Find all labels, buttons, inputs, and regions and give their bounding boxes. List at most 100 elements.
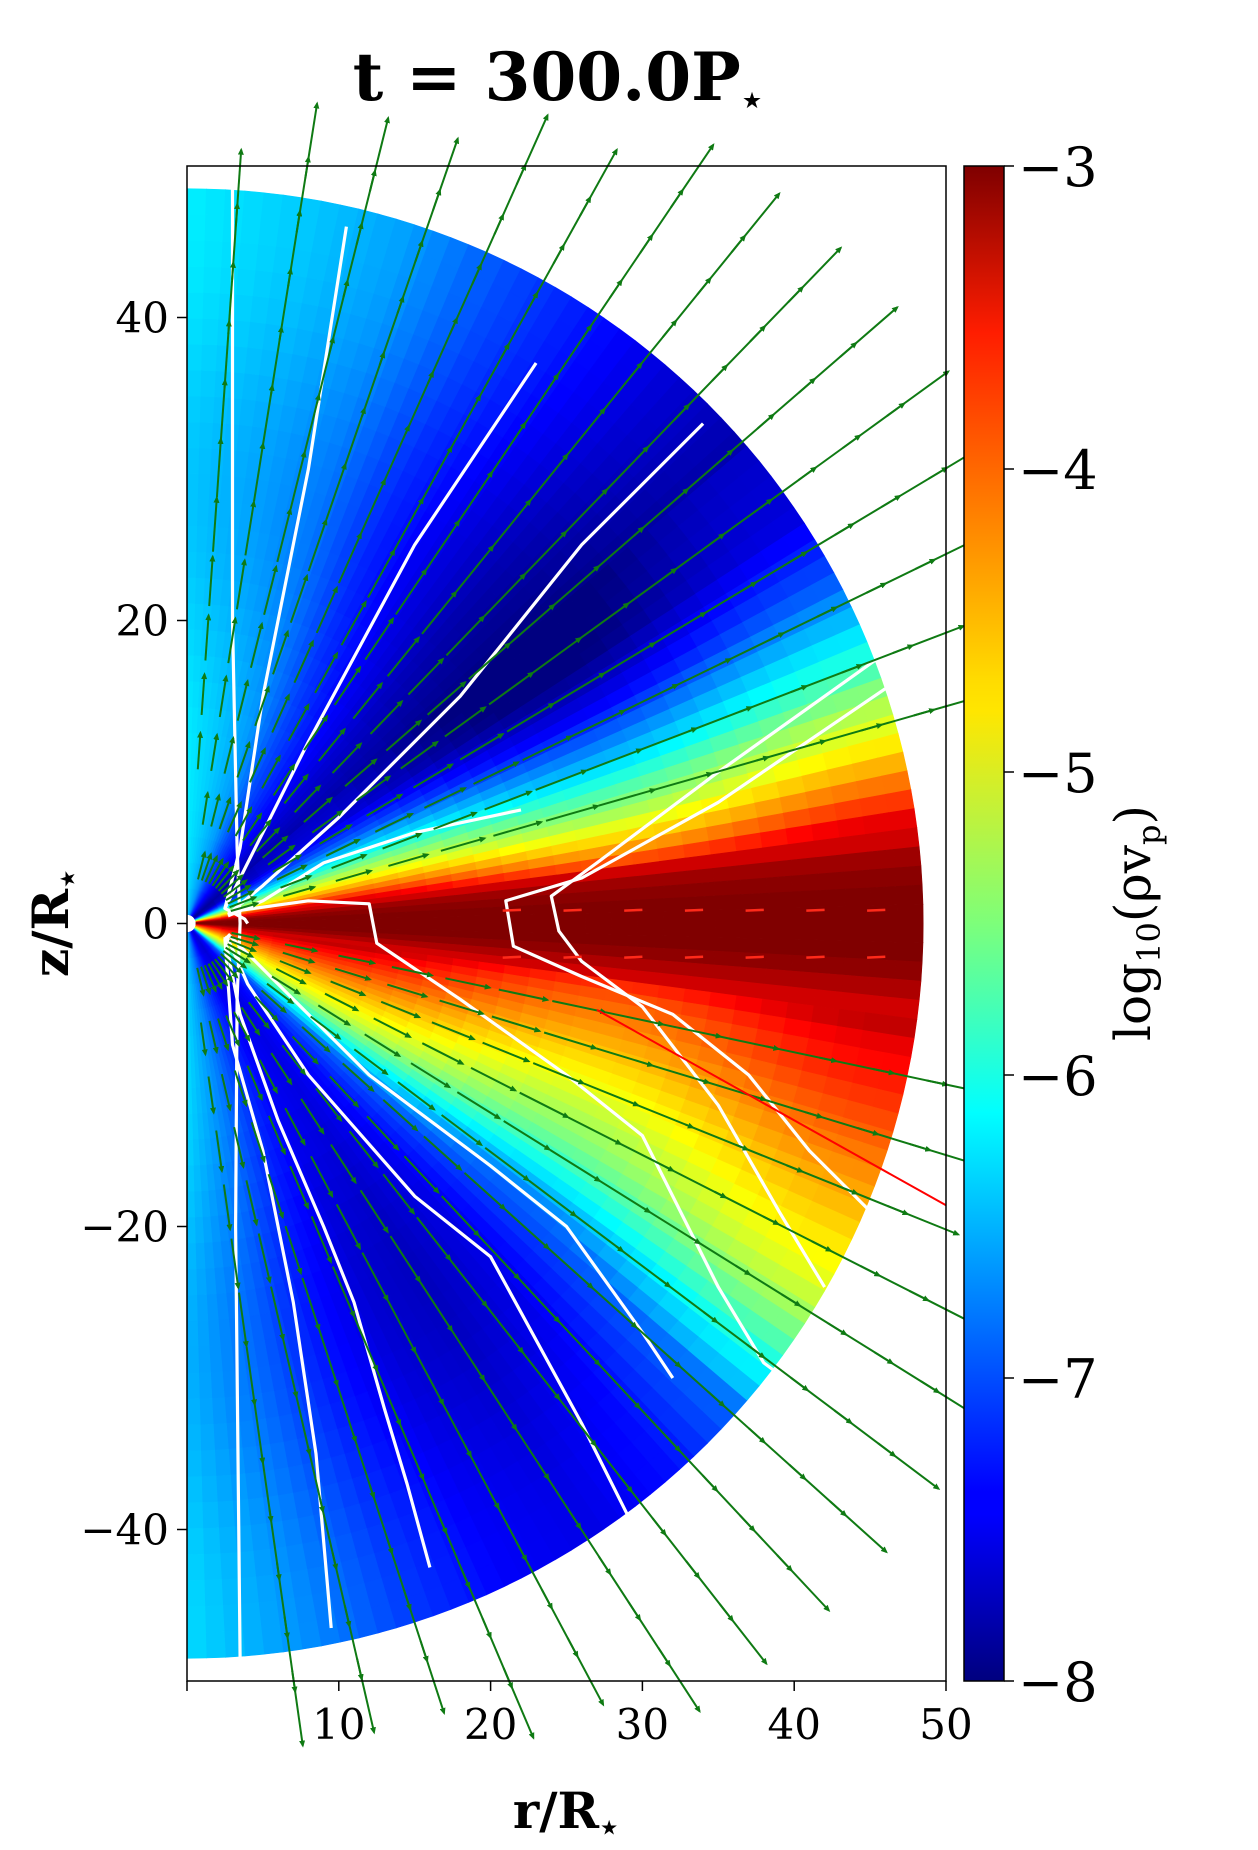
field-cell [815, 854, 844, 875]
field-cell [275, 1597, 299, 1627]
field-cell [688, 909, 716, 924]
colorbar-tick-label: −7 [1018, 1348, 1098, 1411]
field-cell [201, 318, 220, 346]
field-cell [232, 1499, 251, 1528]
field-cell [255, 1574, 277, 1604]
field-cell [197, 499, 210, 527]
field-cell [766, 891, 794, 909]
colorbar-ticks: −3 −4 −5 −6 −7 −8 [1004, 136, 1098, 1714]
field-cell [839, 834, 868, 856]
field-cell [713, 879, 742, 897]
field-cell [187, 1269, 198, 1296]
field-cell [187, 1217, 196, 1244]
field-cell [611, 911, 638, 924]
field-cell [637, 910, 664, 924]
y-tick-label: 0 [142, 900, 169, 949]
field-cell [660, 870, 689, 887]
field-cell [867, 849, 896, 871]
field-cell [204, 1268, 217, 1296]
field-cell [738, 862, 766, 881]
field-cell [187, 1165, 195, 1193]
field-cell [187, 1502, 204, 1529]
field-cell [238, 242, 259, 271]
field-cell [187, 1139, 194, 1167]
inflow-arrow [806, 908, 825, 912]
x-tick-label: 10 [312, 1700, 365, 1749]
field-cell [736, 847, 765, 867]
field-cell [791, 873, 819, 893]
field-cell [199, 1398, 214, 1426]
field-cell [325, 918, 353, 924]
field-cell [204, 214, 225, 242]
y-tick-label: 40 [116, 294, 169, 343]
field-cell [688, 936, 716, 952]
field-cell [187, 1191, 196, 1218]
field-cell [766, 938, 794, 956]
x-axis-label-main: r/R [513, 1781, 600, 1840]
field-cell [187, 1372, 200, 1400]
field-cell [240, 216, 262, 245]
field-cell [187, 188, 207, 216]
field-cell [403, 923, 431, 931]
field-cell [532, 932, 560, 944]
field-cell [199, 1423, 216, 1452]
field-cell [197, 1346, 211, 1374]
inflow-arrow [563, 908, 582, 912]
field-cell [634, 873, 663, 889]
field-cell [865, 830, 894, 853]
field-cell [203, 1242, 215, 1270]
field-cell [585, 912, 612, 924]
field-cell [481, 914, 509, 924]
field-cell [200, 1449, 217, 1478]
field-cell [187, 1243, 197, 1270]
field-cell [841, 851, 870, 873]
x-tick-label: 20 [464, 1700, 517, 1749]
field-cell [896, 923, 924, 944]
field-cell [836, 816, 866, 839]
field-cell [187, 1113, 194, 1141]
colorbar-tick-label: −4 [1018, 439, 1098, 502]
field-cell [895, 884, 924, 906]
field-cell [792, 938, 820, 957]
inflow-arrow [806, 955, 825, 959]
field-cell [214, 1448, 231, 1477]
colorbar-label-rest: (ρv [1104, 844, 1162, 922]
field-cell [688, 923, 716, 938]
field-cell [763, 859, 792, 879]
field-cell [766, 907, 794, 924]
y-axis-label-sub: ⋆ [48, 869, 86, 889]
field-cell [212, 396, 229, 424]
x-axis-label: r/R⋆ [513, 1781, 619, 1846]
field-cell [893, 846, 922, 869]
field-cell [199, 421, 214, 449]
colorbar-bar [963, 165, 1005, 1682]
field-cell [260, 1625, 284, 1655]
field-cell [377, 911, 405, 919]
field-cell [792, 923, 820, 941]
field-cell [258, 1600, 281, 1629]
y-tick-label: −20 [80, 1203, 169, 1252]
field-cell [217, 1500, 235, 1529]
field-cell [662, 935, 690, 951]
field-cell [841, 974, 870, 996]
field-cell [481, 923, 509, 933]
field-cell [187, 1528, 204, 1555]
field-cell [187, 525, 198, 553]
field-cell [429, 923, 457, 931]
field-cell [214, 370, 231, 399]
field-cell [766, 923, 794, 940]
field-cell [813, 837, 843, 858]
field-cell [260, 192, 284, 222]
field-cell [187, 266, 205, 293]
inflow-arrow [684, 955, 704, 959]
field-cell [739, 877, 767, 895]
field-cell [187, 1476, 203, 1504]
field-cell [635, 946, 664, 962]
field-cell [895, 941, 924, 963]
field-cell [870, 904, 898, 924]
field-cell [663, 910, 690, 924]
field-cell [211, 422, 227, 450]
colorbar-label-sub: 10 [1130, 922, 1168, 963]
colorbar-label-end: ) [1104, 805, 1162, 825]
field-cell [215, 1474, 233, 1503]
